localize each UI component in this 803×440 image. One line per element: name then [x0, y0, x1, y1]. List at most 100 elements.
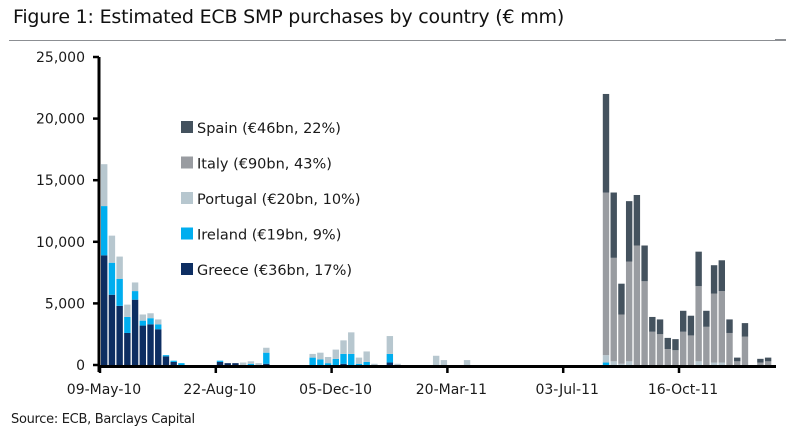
bar-week-33 [355, 357, 363, 365]
bar-segment-greece [232, 363, 239, 365]
bar-segment-italy [734, 361, 741, 365]
bar-week-7 [155, 319, 162, 365]
bar-segment-spain [718, 260, 725, 292]
bar-week-69 [633, 194, 641, 365]
bar-segment-greece [108, 294, 116, 365]
y-tick-label: 0 [76, 358, 85, 374]
legend-swatch [181, 121, 193, 133]
bar-segment-portugal [394, 363, 401, 365]
bar-segment-portugal [101, 164, 108, 207]
bar-week-10 [178, 363, 185, 365]
bar-week-35 [371, 363, 378, 365]
legend-item: Greece (€36bn, 17%) [181, 263, 352, 279]
bar-segment-italy [618, 314, 625, 364]
bar-week-32 [348, 332, 355, 365]
bar-segment-portugal [332, 349, 339, 359]
bar-segment-ireland [247, 363, 255, 365]
legend-item: Italy (€90bn, 43%) [181, 156, 332, 173]
bar-segment-portugal [363, 351, 370, 362]
bar-segment-portugal [324, 356, 332, 364]
bar-week-28 [317, 352, 324, 365]
bar-segment-portugal [718, 362, 725, 365]
bar-segment-portugal [625, 361, 633, 365]
bar-segment-spain [741, 323, 749, 337]
bar-week-15 [216, 360, 224, 365]
bar-week-5 [139, 314, 146, 365]
bar-segment-portugal [263, 347, 270, 353]
bar-segment-italy [649, 331, 656, 365]
bar-week-20 [255, 363, 262, 365]
bar-segment-spain [618, 283, 625, 315]
x-tick-label: 03-Jul-11 [535, 382, 598, 398]
x-axis-ticks: 09-May-10 22-Aug-10 05-Dec-10 20-Mar-11 03-J… [67, 365, 718, 398]
bar-segment-greece [101, 255, 108, 365]
bar-segment-portugal [432, 355, 440, 365]
bar-segment-greece [263, 363, 270, 365]
bar-week-2 [116, 256, 123, 365]
bar-segment-greece [340, 363, 347, 365]
bar-segment-portugal [386, 336, 394, 354]
bar-segment-greece [224, 363, 231, 365]
bar-week-9 [170, 360, 177, 365]
bar-week-78 [703, 310, 710, 365]
bar-segment-italy [757, 362, 764, 365]
bar-segment-spain [757, 358, 764, 363]
bar-week-68 [625, 201, 633, 365]
y-tick-label: 15,000 [36, 173, 85, 189]
legend-swatch [181, 192, 193, 204]
bar-segment-ireland [324, 363, 332, 365]
bar-segment-ireland [147, 318, 154, 325]
bar-segment-portugal [610, 361, 617, 365]
bar-segment-spain [664, 337, 671, 349]
source-note: Source: ECB, Barclays Capital [11, 412, 195, 427]
bar-week-80 [718, 260, 725, 365]
bar-segment-greece [124, 332, 131, 365]
bar-segment-italy [641, 281, 648, 365]
bar-segment-portugal [317, 352, 324, 360]
bar-segment-ireland [263, 352, 270, 364]
bar-segment-portugal [463, 360, 471, 365]
legend-label: Italy (€90bn, 43%) [197, 157, 332, 173]
bar-segment-spain [687, 315, 695, 336]
bar-week-30 [332, 349, 339, 365]
bar-segment-greece [162, 356, 170, 365]
bar-week-71 [649, 316, 656, 365]
bar-segment-ireland [108, 262, 116, 295]
bar-week-31 [340, 340, 347, 365]
bar-segment-portugal [355, 357, 363, 364]
bar-week-3 [124, 304, 131, 365]
legend: Spain (€46bn, 22%) Italy (€90bn, 43%) Port… [181, 121, 361, 279]
bar-week-79 [710, 265, 718, 365]
bar-segment-portugal [710, 362, 718, 365]
bar-segment-italy [656, 334, 664, 365]
bar-segment-portugal [155, 319, 162, 325]
bar-week-4 [131, 282, 139, 365]
bar-segment-portugal [371, 363, 378, 365]
bar-week-18 [239, 362, 247, 365]
bar-week-0 [101, 164, 108, 365]
bar-segment-italy [687, 335, 695, 365]
bar-week-27 [309, 353, 316, 365]
bar-segment-ireland [363, 361, 370, 365]
x-tick-label: 05-Dec-10 [299, 382, 372, 398]
bar-segment-greece [131, 299, 139, 365]
bar-segment-ireland [131, 291, 139, 300]
bar-segment-portugal [147, 313, 154, 319]
bar-segment-italy [602, 192, 610, 356]
legend-swatch [181, 263, 193, 275]
bar-week-47 [463, 360, 471, 365]
bar-week-67 [618, 283, 625, 365]
bar-segment-ireland [386, 353, 394, 363]
bar-week-21 [263, 347, 270, 365]
bar-segment-ireland [332, 358, 339, 365]
legend-label: Greece (€36bn, 17%) [197, 263, 352, 279]
bar-week-17 [232, 363, 239, 365]
bar-segment-spain [703, 310, 710, 327]
bar-week-70 [641, 245, 648, 365]
bar-segment-italy [664, 348, 671, 365]
y-tick-label: 20,000 [36, 112, 85, 128]
y-tick-label: 10,000 [36, 235, 85, 251]
bar-segment-italy [741, 336, 749, 365]
y-tick-label: 25,000 [36, 50, 85, 66]
